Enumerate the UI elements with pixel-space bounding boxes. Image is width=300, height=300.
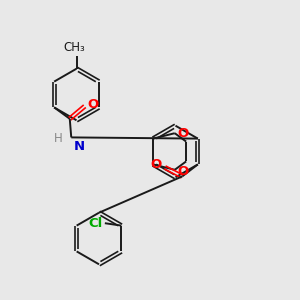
- Text: O: O: [151, 158, 162, 171]
- Text: O: O: [177, 127, 188, 140]
- Text: CH₃: CH₃: [64, 41, 85, 54]
- Text: O: O: [177, 165, 188, 178]
- Text: O: O: [87, 98, 98, 111]
- Text: Cl: Cl: [88, 217, 102, 230]
- Text: N: N: [74, 140, 85, 153]
- Text: H: H: [54, 132, 63, 146]
